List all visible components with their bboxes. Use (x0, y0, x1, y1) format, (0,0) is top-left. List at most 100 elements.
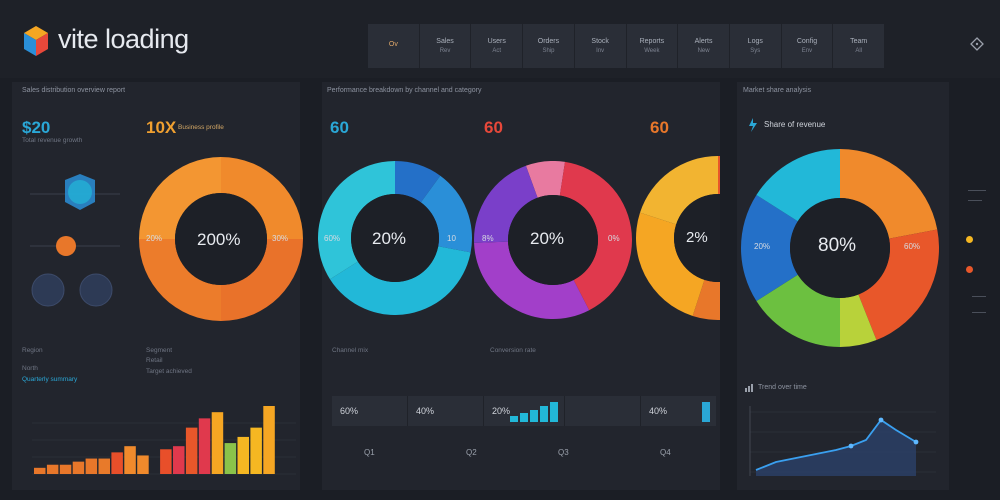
nav-item-label: Team (850, 38, 868, 45)
nav-item-value: Inv (596, 48, 605, 54)
middle-donut1-kpi: 60 (330, 118, 349, 137)
bar (211, 412, 224, 474)
area-point (878, 417, 884, 423)
middle-donut2-center-label: 20% (530, 229, 565, 248)
nav-item[interactable]: Users Act (471, 24, 524, 68)
bar (85, 458, 98, 474)
nav-item-label: Stock (591, 38, 609, 45)
bar (198, 418, 211, 474)
sparkbar (550, 402, 559, 422)
nav-item[interactable]: Sales Rev (420, 24, 472, 68)
nav-item[interactable]: Config Env (782, 24, 834, 68)
right-donut-left-label: 20% (754, 242, 771, 251)
donut-slice (756, 274, 840, 347)
nav-item-label: Ov (388, 41, 398, 48)
donut-slice (221, 239, 303, 321)
bar (46, 464, 59, 474)
donut-slice (329, 246, 471, 315)
donut-slice (474, 165, 538, 243)
middle-donut3-kpi: 60 (650, 118, 669, 137)
middle-footer-q4: Q4 (660, 448, 671, 457)
nav-item-value: Env (801, 48, 813, 54)
metric-sparkbars (702, 400, 711, 422)
metric-cell (565, 396, 642, 426)
middle-donut1-right-label: 10 (447, 234, 456, 243)
middle-donut1-left-label: 60% (324, 234, 341, 243)
nav-item[interactable]: Ov (368, 24, 420, 68)
nav-item[interactable]: Orders Ship (523, 24, 575, 68)
bar (224, 443, 237, 474)
left-stat-d: Target achieved (146, 368, 192, 375)
nav-item-value: New (697, 48, 710, 54)
middle-donut2-right-label: 0% (608, 234, 620, 243)
nav-item[interactable]: Alerts New (678, 24, 730, 68)
donut-slice (139, 239, 221, 321)
bar (111, 452, 123, 474)
nav-item[interactable]: Reports Week (627, 24, 679, 68)
donut-slice (474, 241, 590, 319)
donut-slice (395, 161, 441, 203)
right-chart-icon (745, 384, 753, 392)
sparkbar (520, 413, 529, 422)
donut-slice (640, 156, 718, 225)
header-bar: vite loading Ov Sales Rev Users Act Orders Shi… (0, 0, 1000, 78)
sparkbar (702, 402, 711, 422)
donut-slice (420, 175, 472, 253)
rail-tick-4 (972, 312, 986, 313)
rail-tick-3 (972, 296, 986, 297)
sparkbar (530, 410, 539, 422)
bar (173, 446, 185, 474)
donut-slice (139, 157, 221, 239)
middle-donut2-chart (474, 161, 632, 319)
metric-sparkbars (510, 400, 559, 422)
donut-slice (221, 157, 303, 239)
metric-cell: 60% (332, 396, 408, 426)
nav-item[interactable]: Stock Inv (575, 24, 627, 68)
donut-hole (351, 194, 439, 282)
bar (98, 458, 110, 474)
middle-footer-q1: Q1 (364, 448, 375, 457)
left-stat-a-label: Region (22, 347, 43, 354)
bar (72, 461, 85, 474)
settings-diamond-icon[interactable] (970, 37, 984, 51)
right-donut-center-label: 80% (818, 235, 857, 256)
legend-dot-yellow[interactable] (966, 236, 973, 243)
donut-slice (840, 294, 877, 347)
nav-item-label: Users (487, 38, 506, 45)
metric-cell: 20% (484, 396, 566, 426)
app-title: vite loading (58, 24, 189, 54)
rail-tick-2 (968, 200, 982, 201)
middle-donut3-center-label: 2% (686, 229, 708, 246)
bar (263, 406, 275, 474)
nav-item-label: Alerts (694, 38, 713, 45)
sparkbar (540, 406, 549, 422)
nav-item-value: Rev (439, 48, 451, 54)
donut-slice (559, 161, 632, 311)
top-nav: Ov Sales Rev Users Act Orders Ship Stock Inv Repo… (368, 24, 884, 68)
middle-donut1-center-label: 20% (372, 229, 407, 248)
right-bolt-icon (749, 118, 757, 132)
legend-dot-orange[interactable] (966, 266, 973, 273)
area-fill (756, 420, 916, 476)
left-donut-chart (139, 157, 303, 321)
panel-right-title: Market share analysis (743, 87, 812, 94)
donut-slice (756, 149, 840, 222)
bar (250, 427, 262, 474)
area-point (913, 439, 919, 445)
nav-item[interactable]: Team All (833, 24, 884, 68)
middle-sub1: Channel mix (332, 347, 369, 354)
bar (59, 464, 72, 474)
area-point (848, 443, 854, 449)
middle-donut3-chart (636, 156, 720, 320)
donut-hole (674, 194, 720, 282)
donut-slice (525, 161, 566, 198)
nav-item[interactable]: Logs Sys (730, 24, 782, 68)
area-line (755, 418, 917, 471)
left-mini-widgets (30, 174, 120, 307)
left-stat-b-value: Retail (146, 357, 163, 364)
middle-sub2: Conversion rate (490, 347, 536, 354)
right-donut-right-label: 60% (904, 242, 921, 251)
donut-slice (318, 161, 395, 280)
nav-item-value: All (855, 48, 863, 54)
right-area-chart (749, 406, 936, 476)
